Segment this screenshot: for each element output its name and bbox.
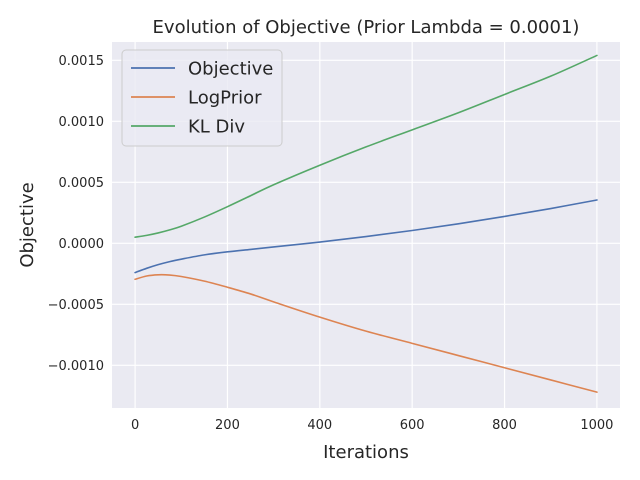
tick-labels: 0 200 400 600 800 1000 −0.0010 −0.0005 0.0000 0.0… — [48, 54, 614, 433]
legend: Objective LogPrior KL Div — [121, 49, 283, 147]
y-tick-label: 0.0015 — [59, 54, 105, 69]
series-line-kl-div — [134, 54, 598, 238]
x-tick-label: 800 — [492, 418, 517, 433]
series-line-logprior — [134, 273, 598, 393]
series-layer — [134, 54, 598, 393]
chart-title: Evolution of Objective (Prior Lambda = 0… — [153, 17, 580, 38]
x-tick-label: 600 — [400, 418, 425, 433]
x-axis-label: Iterations — [323, 442, 409, 463]
x-tick-label: 1000 — [580, 418, 613, 433]
legend-label-logprior: LogPrior — [188, 88, 262, 109]
legend-label-kl-div: KL Div — [188, 117, 245, 138]
y-tick-label: 0.0000 — [59, 237, 105, 252]
y-tick-label: 0.0005 — [59, 176, 105, 191]
y-tick-label: −0.0005 — [48, 298, 104, 313]
y-tick-label: −0.0010 — [48, 359, 104, 374]
x-tick-label: 200 — [215, 418, 240, 433]
legend-box — [121, 49, 283, 147]
legend-label-objective: Objective — [188, 59, 273, 80]
x-tick-label: 400 — [307, 418, 332, 433]
y-tick-label: 0.0010 — [59, 115, 105, 130]
series-line-objective — [134, 199, 598, 274]
x-tick-label: 0 — [131, 418, 139, 433]
grid — [112, 42, 620, 408]
y-axis-label: Objective — [17, 182, 38, 267]
